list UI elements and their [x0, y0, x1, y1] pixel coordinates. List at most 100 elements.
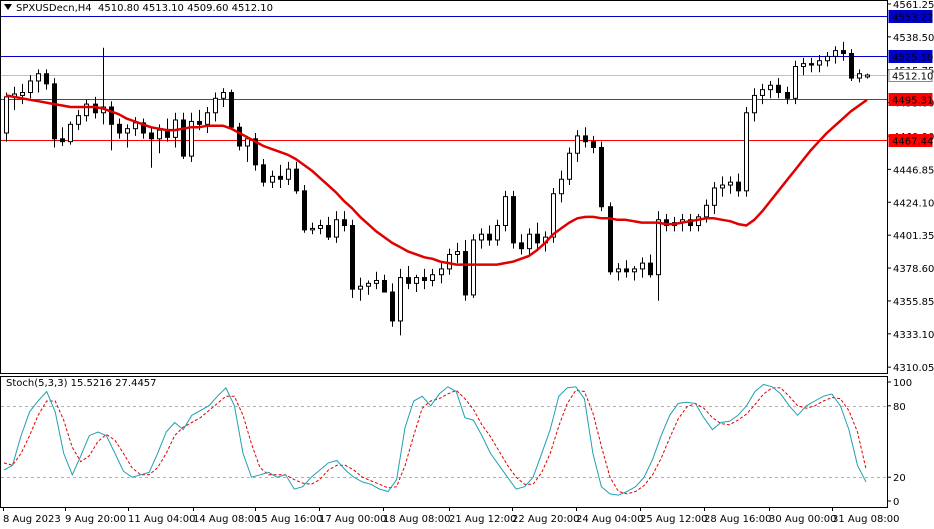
y-tick-label: 4355.85: [893, 297, 934, 308]
candle-body: [374, 279, 379, 284]
candle-body: [302, 190, 307, 231]
candle-body: [406, 277, 411, 284]
candle-body: [825, 55, 830, 62]
candle-body: [20, 92, 25, 96]
candle-body: [704, 204, 709, 218]
candle-body: [865, 74, 870, 78]
candle-body: [640, 262, 645, 270]
candle-body: [857, 73, 862, 79]
x-tick-label: 28 Aug 16:00: [704, 514, 771, 525]
candle-body: [270, 175, 275, 183]
candle-body: [133, 122, 138, 130]
price-tag-label: 4553.22: [892, 13, 933, 24]
y-tick-label: 4378.60: [893, 264, 934, 275]
candle-body: [44, 73, 49, 85]
price-tag-label: 4525.10: [892, 53, 933, 64]
candle-body: [599, 146, 604, 208]
moving-average: [5, 94, 868, 266]
x-tick-label: 25 Aug 12:00: [640, 514, 707, 525]
candle-body: [84, 103, 89, 117]
candle-body: [52, 83, 57, 140]
candle-body: [744, 112, 749, 192]
candle-body: [149, 132, 154, 140]
candle-body: [430, 274, 435, 281]
candle-body: [310, 227, 315, 231]
candle-body: [294, 168, 299, 192]
candle-body: [205, 112, 210, 125]
candle-body: [141, 122, 146, 134]
candle-body: [591, 141, 596, 148]
candle-body: [776, 84, 781, 94]
stoch-tick-label: 0: [893, 497, 899, 508]
candle-body: [495, 225, 500, 241]
candle-body: [334, 219, 339, 238]
x-tick-label: 8 Aug 2023: [3, 514, 61, 525]
y-tick-label: 4310.05: [893, 363, 934, 374]
candle-body: [809, 63, 814, 66]
candle-body: [728, 181, 733, 186]
candle-body: [551, 193, 556, 238]
candle-body: [4, 96, 9, 134]
candle-body: [382, 279, 387, 293]
stoch-main-line: [3, 383, 867, 496]
x-tick-label: 24 Aug 04:00: [576, 514, 643, 525]
candle-body: [318, 225, 323, 229]
candle-body: [197, 120, 202, 125]
candle-body: [213, 97, 218, 114]
candle-body: [632, 268, 637, 273]
candle-body: [583, 135, 588, 143]
candle-body: [350, 225, 355, 290]
candle-body: [398, 277, 403, 322]
candle-body: [278, 175, 283, 180]
candle-body: [358, 285, 363, 290]
candle-body: [157, 129, 162, 140]
candles: [4, 41, 870, 336]
candle-body: [567, 152, 572, 180]
candle-body: [60, 138, 65, 143]
candle-body: [326, 225, 331, 238]
candle-body: [366, 282, 371, 287]
ma-line: [5, 94, 868, 266]
price-tag-label: 4467.44: [892, 137, 933, 148]
candle-body: [768, 84, 773, 91]
candle-body: [785, 92, 790, 99]
candle-body: [760, 89, 765, 96]
x-tick-label: 17 Aug 00:00: [319, 514, 386, 525]
candle-body: [503, 196, 508, 227]
chart-frames: [0, 0, 888, 508]
candle-body: [575, 135, 580, 154]
symbol-label: SPXUSDecn,H4: [16, 3, 92, 14]
stoch-tick-label: 100: [893, 378, 912, 389]
x-tick-label: 31 Aug 08:00: [832, 514, 899, 525]
candle-body: [841, 50, 846, 54]
price-tag-label: 4512.10: [892, 72, 933, 83]
ohlc-label: 4510.80 4513.10 4509.60 4512.10: [98, 3, 273, 14]
stoch-frame: [0, 376, 888, 508]
y-tick-label: 4333.10: [893, 330, 934, 341]
x-tick-label: 15 Aug 16:00: [255, 514, 322, 525]
candle-body: [245, 138, 250, 147]
candle-body: [793, 66, 798, 99]
candle-body: [422, 277, 427, 281]
candle-body: [76, 115, 81, 125]
candle-body: [624, 268, 629, 273]
candle-body: [479, 233, 484, 241]
candle-body: [36, 73, 41, 82]
candle-body: [608, 206, 613, 273]
price-tag: [888, 134, 933, 147]
candle-body: [447, 253, 452, 270]
y-tick-label: 4561.25: [893, 0, 934, 11]
price-tag: [888, 93, 933, 106]
candle-body: [455, 251, 460, 255]
candle-body: [849, 52, 854, 79]
candle-body: [463, 251, 468, 296]
candle-body: [189, 120, 194, 157]
candle-body: [471, 239, 476, 296]
caret-down-icon[interactable]: [4, 4, 12, 10]
candle-body: [390, 291, 395, 322]
candle-body: [720, 184, 725, 189]
x-tick-label: 14 Aug 08:00: [193, 514, 260, 525]
price-tag: [888, 50, 933, 63]
candle-body: [648, 262, 653, 276]
